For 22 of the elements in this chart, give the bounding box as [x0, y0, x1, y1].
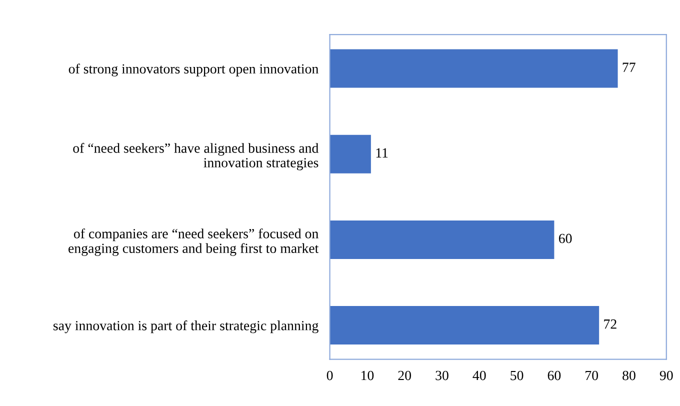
- y-tick-label: say innovation is part of their strategic planning: [54, 320, 318, 334]
- x-tick-label: 50: [510, 370, 524, 380]
- x-tick-label: 30: [436, 370, 448, 380]
- y-tick-label: of strong innovators support open innovation: [68, 64, 318, 76]
- data-label: 11: [376, 148, 388, 158]
- x-tick-label: 0: [326, 370, 333, 380]
- data-label: 60: [558, 234, 572, 244]
- x-tick-label: 80: [622, 370, 636, 380]
- data-label: 77: [622, 62, 636, 72]
- x-tick-label: 60: [548, 370, 561, 380]
- x-tick-label: 40: [472, 370, 486, 380]
- data-label: 72: [604, 319, 616, 329]
- x-tick-label: 70: [586, 370, 598, 380]
- x-tick-label: 10: [361, 370, 374, 380]
- bar: [330, 49, 618, 88]
- bar: [330, 306, 600, 345]
- bar: [330, 220, 554, 259]
- y-tick-label: of companies are “need seekers” focused on engaging customers and being first to market: [68, 228, 319, 256]
- x-tick-label: 90: [660, 370, 673, 380]
- x-tick-label: 20: [398, 370, 412, 380]
- bar: [330, 134, 371, 174]
- y-tick-label: of “need seekers” have aligned business and innovation strategies: [73, 142, 319, 170]
